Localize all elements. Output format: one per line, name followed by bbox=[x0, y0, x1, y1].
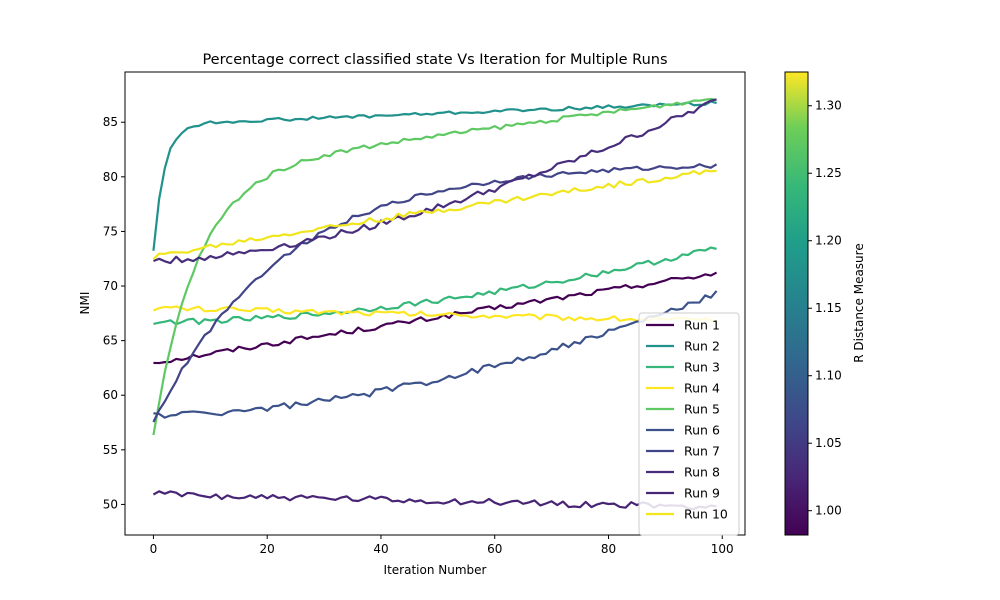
series-line-run-3 bbox=[153, 246, 717, 326]
legend-label: Run 3 bbox=[684, 360, 720, 375]
colorbar-tick-label: 1.15 bbox=[815, 301, 842, 315]
legend-label: Run 8 bbox=[684, 465, 720, 480]
series-line-run-1 bbox=[153, 271, 718, 365]
chart-title: Percentage correct classified state Vs I… bbox=[202, 52, 667, 68]
series-line-run-10 bbox=[152, 169, 717, 260]
x-tick-label: 20 bbox=[260, 542, 275, 556]
plot-frame bbox=[124, 71, 746, 536]
y-axis: 50 55 60 65 70 75 80 85 bbox=[103, 115, 125, 511]
legend-label: Run 5 bbox=[684, 402, 720, 417]
colorbar: 1.00 1.05 1.10 1.15 1.20 1.25 1.30 R Distance … bbox=[784, 71, 866, 536]
y-tick-label: 75 bbox=[103, 224, 118, 238]
colorbar-tick-label: 1.00 bbox=[815, 504, 842, 518]
y-tick-label: 85 bbox=[103, 115, 118, 129]
x-tick-label: 40 bbox=[373, 542, 388, 556]
colorbar-ticks: 1.00 1.05 1.10 1.15 1.20 1.25 1.30 bbox=[808, 99, 842, 518]
x-tick-label: 80 bbox=[601, 542, 616, 556]
series-line-run-2 bbox=[152, 100, 717, 251]
series-line-run-8 bbox=[153, 98, 717, 265]
x-axis: 0 20 40 60 80 100 bbox=[150, 535, 734, 556]
colorbar-label: R Distance Measure bbox=[852, 243, 866, 362]
series-line-run-6 bbox=[153, 290, 718, 419]
x-tick-label: 0 bbox=[150, 542, 158, 556]
x-tick-label: 60 bbox=[487, 542, 502, 556]
legend-box bbox=[638, 312, 740, 536]
legend-label: Run 4 bbox=[684, 381, 720, 396]
series-line-run-4 bbox=[153, 305, 718, 324]
colorbar-tick-label: 1.10 bbox=[815, 369, 842, 383]
y-tick-label: 55 bbox=[103, 443, 118, 457]
colorbar-gradient bbox=[784, 71, 809, 536]
series-line-run-5 bbox=[152, 97, 717, 436]
legend-label: Run 10 bbox=[684, 507, 728, 522]
y-tick-label: 60 bbox=[103, 388, 118, 402]
x-axis-label: Iteration Number bbox=[384, 563, 487, 577]
legend-label: Run 7 bbox=[684, 444, 720, 459]
colorbar-tick-label: 1.20 bbox=[815, 234, 842, 248]
y-tick-label: 70 bbox=[103, 279, 118, 293]
series-lines bbox=[152, 97, 718, 511]
y-axis-label: NMI bbox=[78, 292, 92, 315]
y-tick-label: 50 bbox=[103, 497, 118, 511]
legend-label: Run 2 bbox=[684, 339, 720, 354]
y-tick-label: 65 bbox=[103, 334, 118, 348]
series-line-run-7 bbox=[152, 163, 718, 423]
x-tick-label: 100 bbox=[711, 542, 734, 556]
legend: Run 1 Run 2 Run 3 Run 4 Run 5 Run 6 Run 7 Run 8… bbox=[638, 312, 740, 536]
y-tick-label: 80 bbox=[103, 170, 118, 184]
colorbar-tick-label: 1.30 bbox=[815, 99, 842, 113]
series-line-run-9 bbox=[152, 490, 717, 511]
legend-label: Run 6 bbox=[684, 423, 720, 438]
legend-label: Run 9 bbox=[684, 486, 720, 501]
legend-label: Run 1 bbox=[684, 318, 720, 333]
colorbar-tick-label: 1.05 bbox=[815, 436, 842, 450]
colorbar-tick-label: 1.25 bbox=[815, 166, 842, 180]
